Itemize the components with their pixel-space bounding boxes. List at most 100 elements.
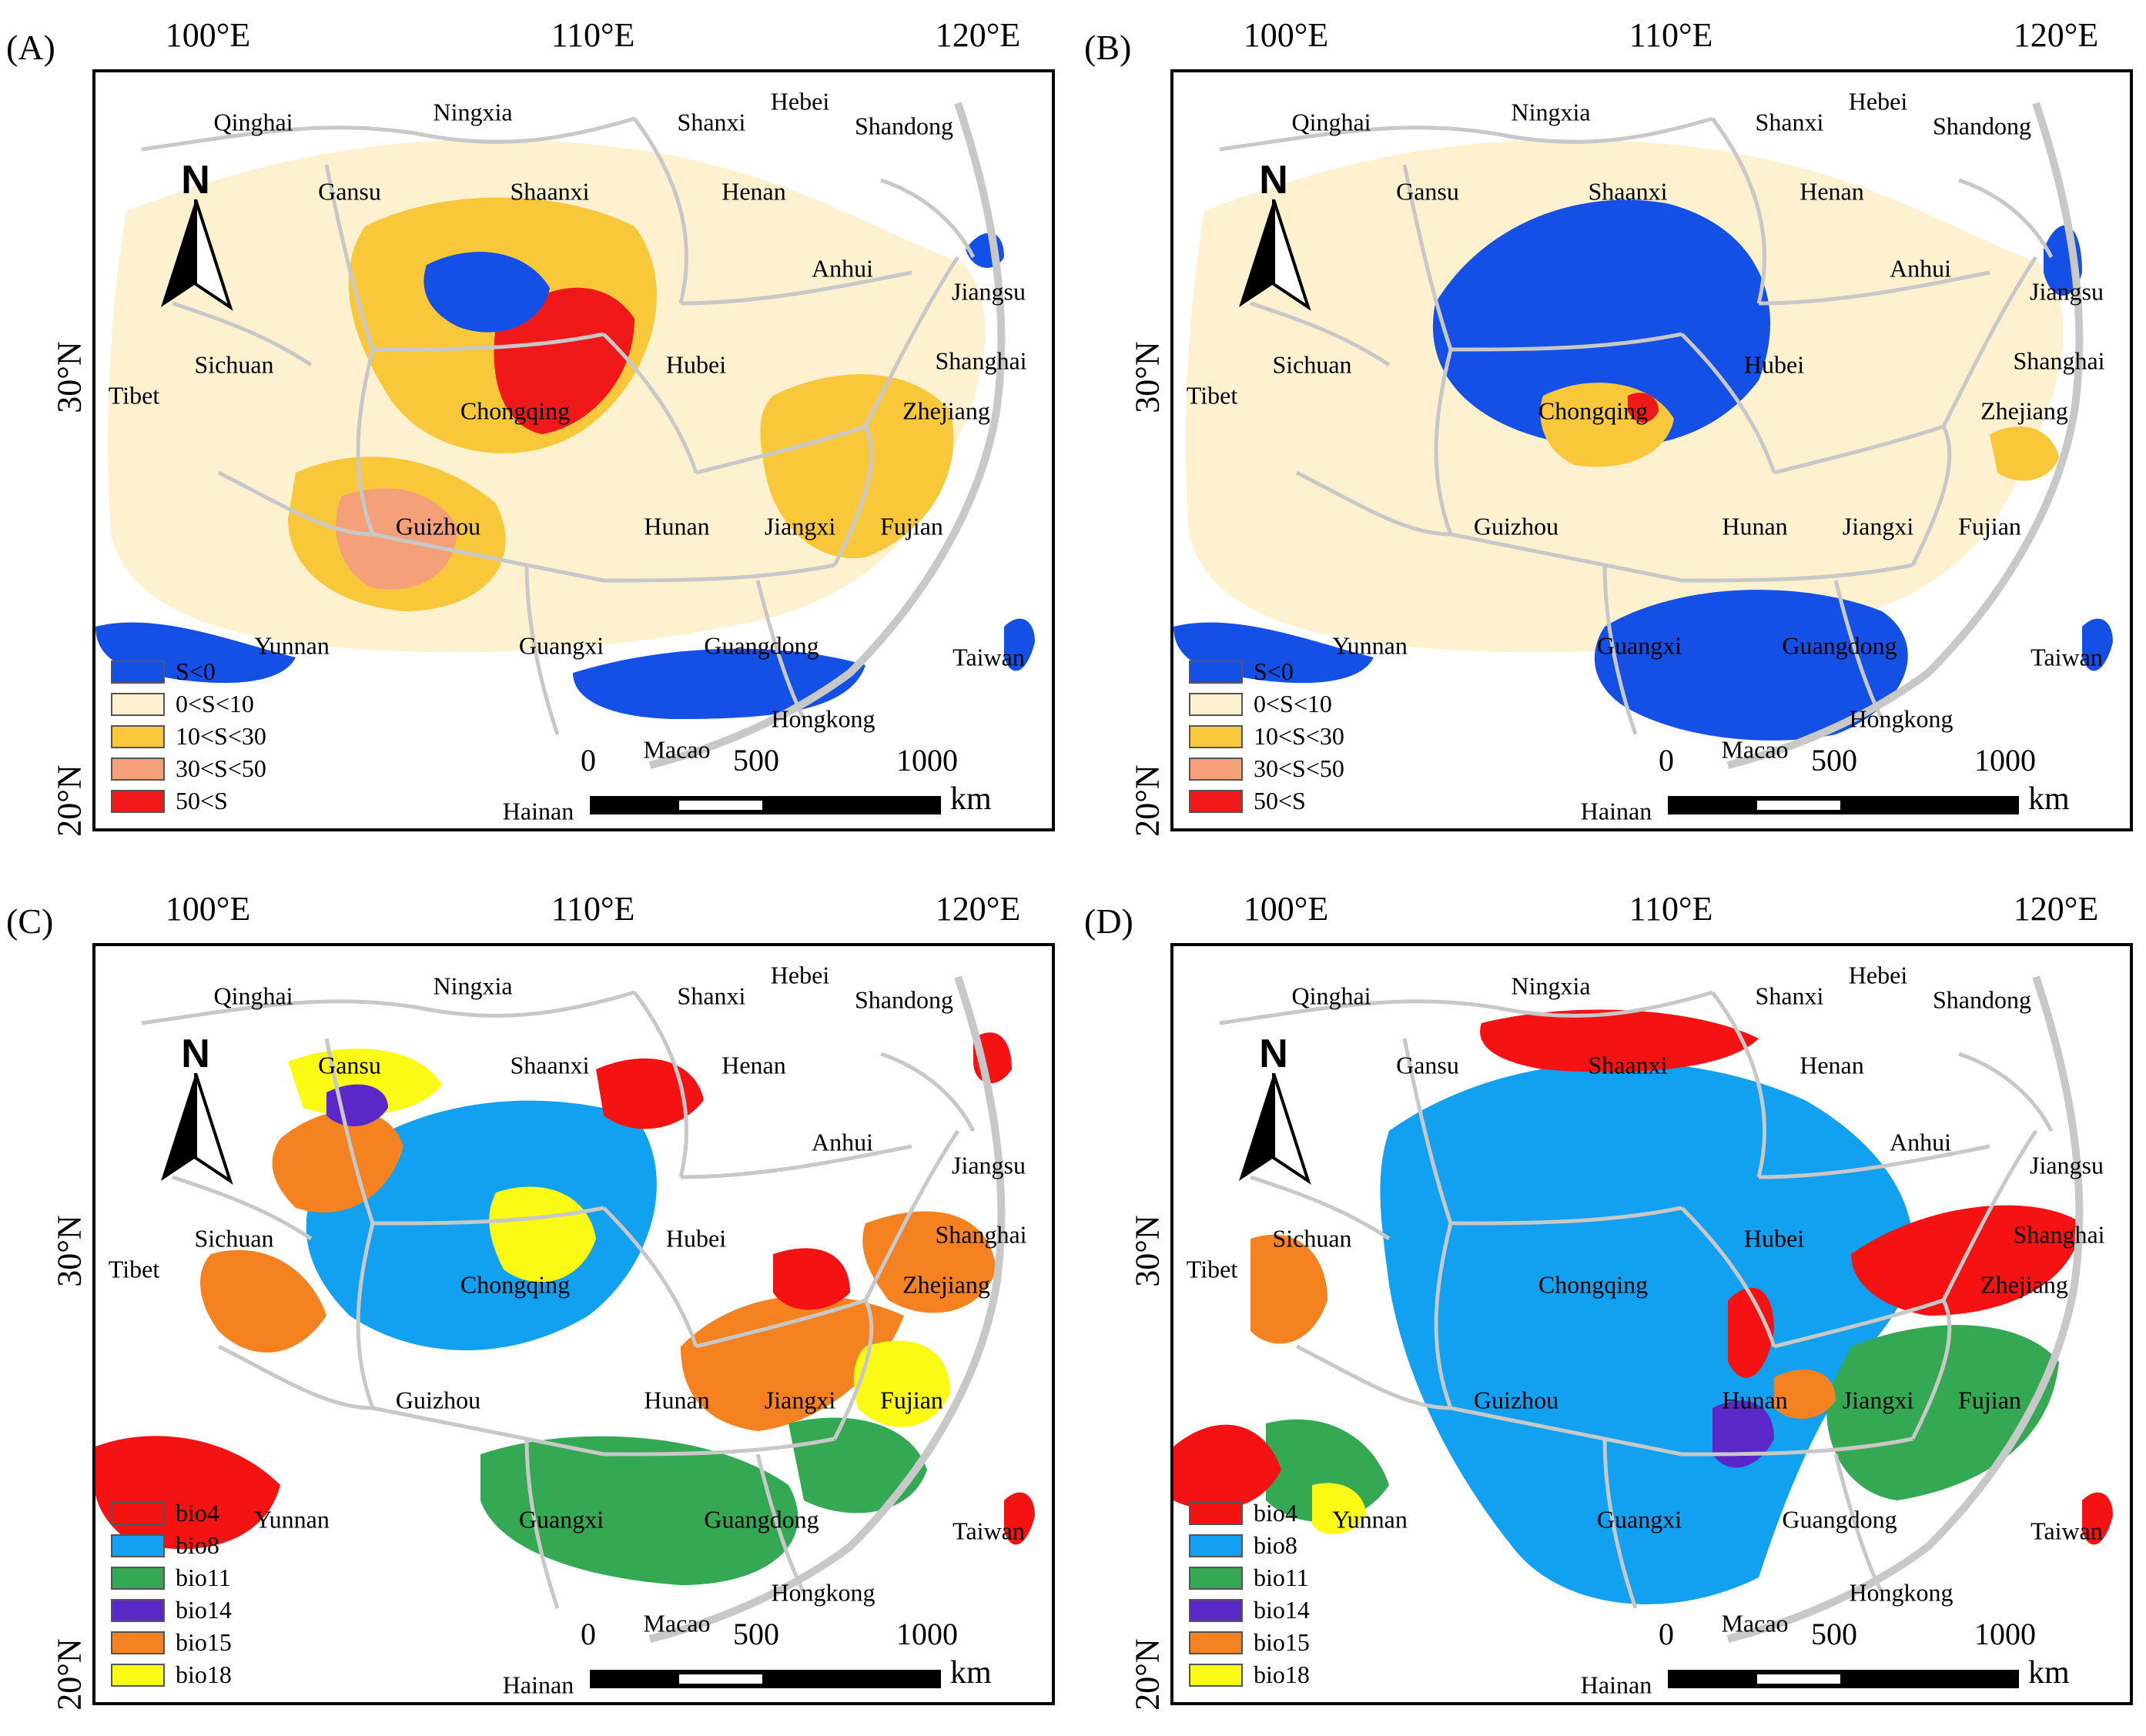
scale-tick-label: 1000 — [1974, 743, 2036, 778]
legend-item: bio14 — [1189, 1596, 1310, 1624]
latitude-label: 20°N — [50, 1638, 89, 1711]
province-boundary — [217, 470, 373, 537]
province-boundary — [141, 999, 420, 1025]
legend-item: bio18 — [1189, 1661, 1310, 1689]
province-label-yunnan: Yunnan — [1332, 631, 1408, 660]
region-50s — [1628, 393, 1659, 423]
legend-item: S<0 — [111, 657, 216, 686]
province-label-tibet: Tibet — [1186, 381, 1238, 410]
province-label-guangxi: Guangxi — [1596, 631, 1682, 660]
province-boundary — [1941, 1129, 2038, 1302]
legend-item: S<0 — [1189, 657, 1294, 686]
longitude-label: 110°E — [1629, 890, 1713, 928]
legend-swatch — [111, 1631, 165, 1654]
province-label-shanxi: Shanxi — [1755, 108, 1824, 136]
province-label-gansu: Gansu — [318, 1051, 381, 1079]
province-label-fujian: Fujian — [1958, 512, 2021, 540]
legend-label: bio8 — [1254, 1531, 1297, 1559]
province-label-hebei: Hebei — [1848, 87, 1908, 115]
latitude-label: 30°N — [1128, 341, 1167, 413]
legend-label: 50<S — [176, 787, 228, 814]
panel-d: (D) 100°E 110°E 120°E 30°N 20°N Qinghai Ningxia… — [1078, 874, 2146, 1736]
longitude-label: 110°E — [551, 890, 635, 928]
province-label-shanghai: Shanghai — [2013, 1220, 2105, 1249]
province-label-hongkong: Hongkong — [1849, 1578, 1953, 1607]
province-label-anhui: Anhui — [812, 1128, 873, 1156]
scale-tick-label: 500 — [733, 1617, 779, 1651]
province-label-shaanxi: Shaanxi — [510, 1051, 590, 1079]
region-50s — [494, 287, 634, 434]
region-bio11 — [788, 1417, 927, 1514]
province-label-shandong: Shandong — [1933, 985, 2031, 1014]
region-10s30 — [1990, 426, 2059, 481]
region-bio4 — [1173, 1424, 1281, 1510]
scale-bar-graphic — [1668, 1670, 2019, 1688]
legend-label: S<0 — [1254, 657, 1294, 685]
map-frame: Qinghai Ningxia Shanxi Hebei Shandong Gansu Sh… — [1170, 943, 2133, 1705]
region-bio15 — [681, 1295, 904, 1431]
province-label-hunan: Hunan — [644, 512, 710, 540]
province-boundary — [1250, 1175, 1391, 1241]
province-boundary — [372, 1206, 604, 1226]
province-label-taiwan: Taiwan — [2030, 1517, 2103, 1545]
north-arrow: N — [1235, 157, 1312, 311]
province-boundary — [863, 1129, 960, 1302]
province-label-anhui: Anhui — [1890, 254, 1951, 283]
province-boundary — [1958, 1052, 2054, 1132]
province-label-guizhou: Guizhou — [395, 1386, 481, 1414]
region-bio14 — [1712, 1400, 1774, 1468]
province-boundary — [1680, 333, 1776, 473]
region-s0 — [1594, 590, 1908, 741]
province-boundary — [602, 1206, 698, 1347]
panel-letter: (D) — [1084, 901, 1133, 941]
province-label-chongqing: Chongqing — [460, 1270, 571, 1299]
province-label-hainan: Hainan — [1580, 1671, 1652, 1699]
region-s0 — [1004, 618, 1035, 671]
province-label-hubei: Hubei — [665, 1224, 727, 1253]
longitude-label: 100°E — [165, 890, 251, 928]
coastline — [648, 102, 1006, 769]
province-label-henan: Henan — [721, 177, 786, 206]
legend-swatch — [111, 724, 165, 748]
longitude-label: 120°E — [2013, 890, 2099, 928]
province-label-fujian: Fujian — [880, 1386, 943, 1414]
region-bio4 — [1851, 1205, 2082, 1316]
province-label-qinghai: Qinghai — [1291, 108, 1371, 136]
province-boundary — [1496, 116, 1713, 144]
province-label-yunnan: Yunnan — [254, 1505, 330, 1534]
province-boundary — [418, 116, 635, 144]
legend-swatch — [1189, 692, 1243, 716]
province-boundary — [603, 1437, 835, 1457]
north-arrow-icon — [1239, 199, 1311, 311]
scale-bar-graphic — [590, 796, 941, 814]
province-boundary — [1773, 1298, 1944, 1349]
legend-item: bio11 — [111, 1564, 231, 1592]
province-label-anhui: Anhui — [812, 254, 873, 283]
province-boundary — [1602, 564, 1638, 735]
province-boundary — [695, 1298, 866, 1349]
scale-bar: 0 500 1000 km — [1659, 1616, 2097, 1701]
legend-swatch — [111, 660, 165, 684]
region-bio18 — [489, 1186, 596, 1283]
province-label-fujian: Fujian — [1958, 1386, 2021, 1414]
province-label-guangdong: Guangdong — [1782, 631, 1897, 660]
scale-bar: 0 500 1000 km — [581, 742, 1019, 827]
province-boundary — [356, 349, 375, 535]
province-label-hubei: Hubei — [1743, 350, 1805, 379]
province-label-jiangsu: Jiangsu — [2030, 1151, 2104, 1179]
province-boundary — [880, 1052, 976, 1132]
province-label-hongkong: Hongkong — [771, 1578, 875, 1607]
province-label-ningxia: Ningxia — [1511, 972, 1591, 1000]
province-boundary — [172, 301, 313, 367]
province-label-hebei: Hebei — [1848, 961, 1908, 989]
north-arrow-label: N — [1259, 1032, 1288, 1076]
province-boundary — [1758, 1144, 1990, 1179]
panel-c: (C) 100°E 110°E 120°E 30°N 20°N Qinghai Ningxia… — [0, 874, 1070, 1736]
longitude-label: 120°E — [2013, 16, 2099, 54]
panel-letter: (A) — [6, 28, 55, 67]
province-boundary — [680, 1144, 912, 1179]
province-boundary — [1910, 425, 1952, 567]
legend-item: 0<S<10 — [111, 690, 254, 718]
scale-bar: 0 500 1000 km — [1659, 742, 2097, 827]
province-boundary — [1710, 991, 1766, 1178]
